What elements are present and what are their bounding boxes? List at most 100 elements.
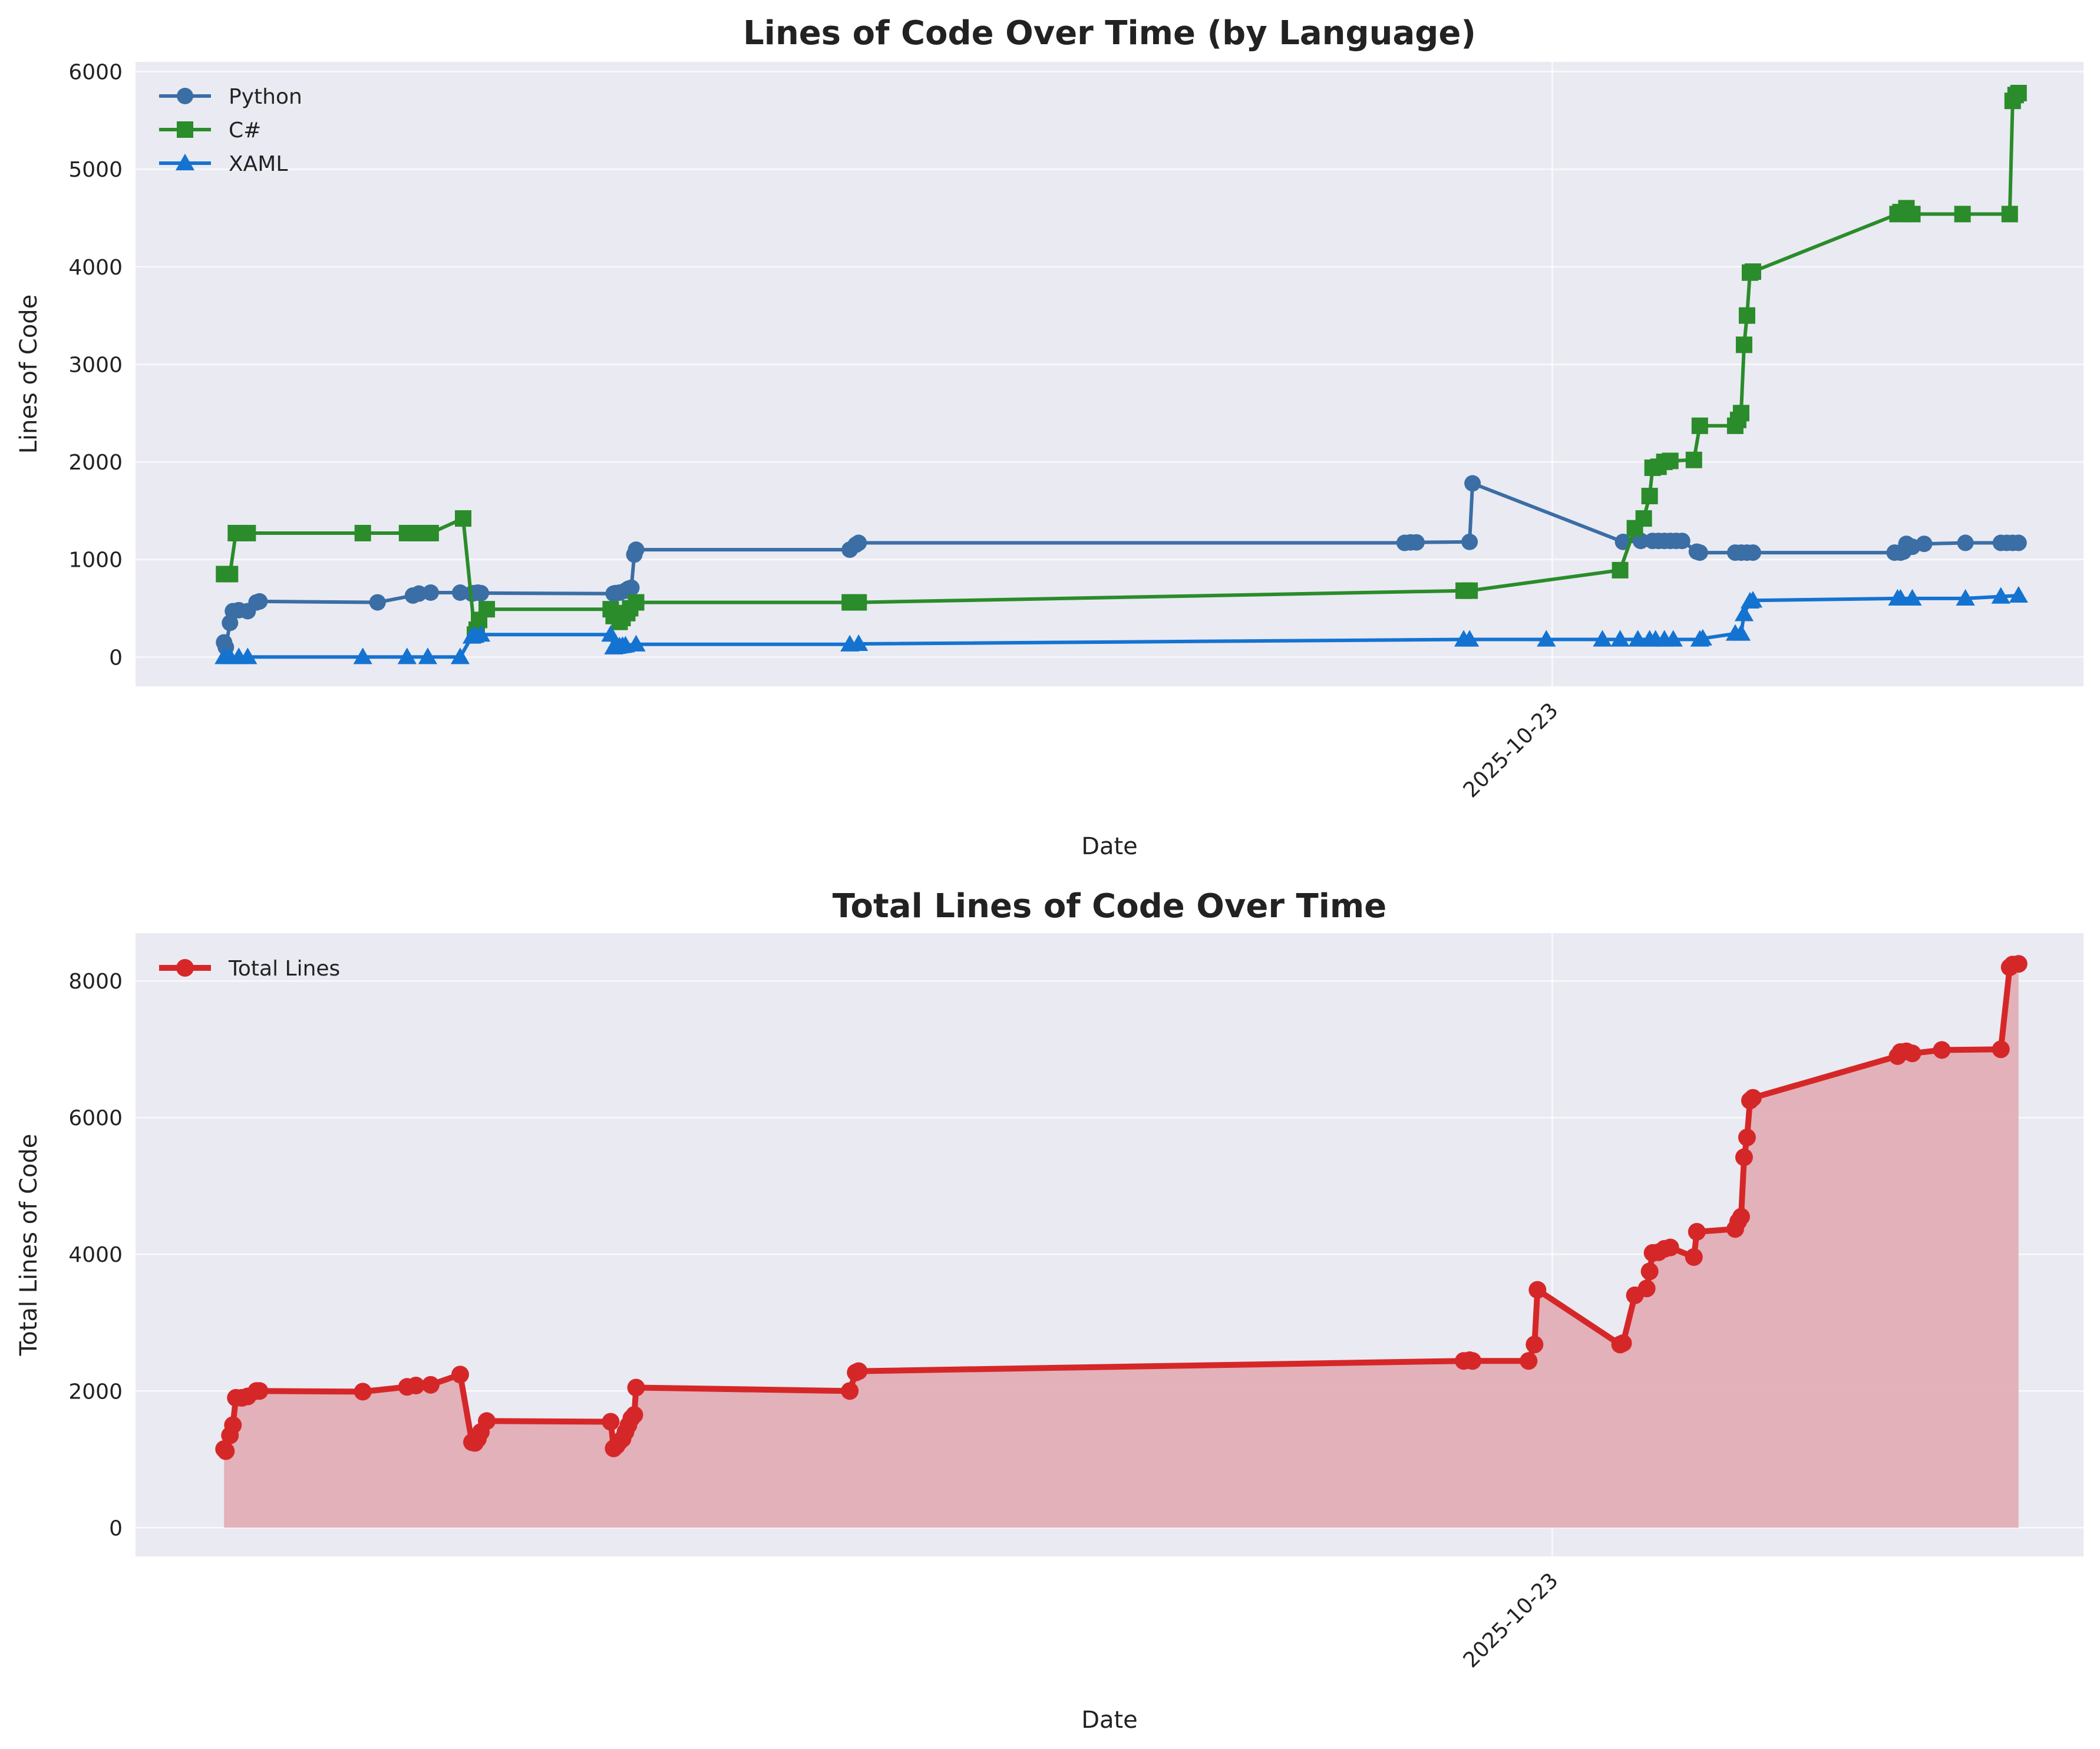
- language-series-c-point: [455, 510, 472, 527]
- language-legend-marker: [175, 153, 195, 171]
- language-series-xaml-point: [1537, 630, 1556, 647]
- total-y-tick-label: 6000: [68, 1106, 123, 1130]
- language-series-python-point: [410, 585, 427, 602]
- language-series-c-point: [422, 524, 439, 541]
- total-series-total-lines-point: [1685, 1248, 1703, 1266]
- language-series-xaml-point: [626, 634, 646, 652]
- total-series-total-lines-point: [1933, 1041, 1951, 1059]
- language-series-c-point: [1735, 336, 1752, 353]
- language-legend-label: XAML: [229, 152, 288, 176]
- total-series-total-lines-point: [627, 1378, 645, 1397]
- language-series-python-point: [1673, 533, 1690, 550]
- language-series-xaml-point: [1734, 604, 1754, 621]
- total-series-total-lines-point: [224, 1416, 242, 1434]
- total-legend-entry: Total Lines: [159, 957, 340, 981]
- total-series-total-lines-point: [602, 1413, 620, 1431]
- language-series-python-point: [1916, 535, 1933, 553]
- total-y-tick-label: 8000: [68, 970, 123, 994]
- language-series-python-point: [452, 584, 468, 601]
- total-chart-y-axis-label: Total Lines of Code: [15, 1134, 42, 1357]
- language-series-c-point: [1691, 417, 1708, 434]
- language-series-python-point: [1461, 533, 1478, 550]
- language-series-c-line: [222, 91, 2020, 637]
- language-y-tick-label: 2000: [68, 451, 123, 475]
- language-series-python-point: [623, 579, 640, 596]
- language-series-python-point: [628, 541, 645, 558]
- language-legend-label: C#: [229, 118, 261, 143]
- total-series-total-lines-area-fill: [224, 964, 2019, 1528]
- total-series-total-lines-point: [1735, 1148, 1753, 1166]
- language-legend-entry: XAML: [159, 152, 288, 176]
- total-series-total-lines-point: [841, 1382, 859, 1400]
- language-series-c-point: [1954, 206, 1971, 223]
- total-series-total-lines-point: [1903, 1044, 1921, 1063]
- language-series-xaml-point: [1663, 630, 1683, 647]
- language-chart-x-axis-label: Date: [1081, 833, 1138, 860]
- total-series-total-lines-point: [1661, 1238, 1679, 1257]
- language-series-c-point: [1635, 510, 1652, 527]
- total-series-total-lines-point: [421, 1376, 440, 1394]
- total-series-total-lines-point: [1637, 1279, 1656, 1298]
- language-series-c-point: [478, 601, 496, 618]
- language-series-c-point: [239, 524, 256, 541]
- language-series-python-point: [251, 593, 268, 610]
- total-series-total-lines-point: [451, 1366, 469, 1384]
- language-series-c-point: [628, 594, 645, 611]
- language-series-xaml-point: [1991, 587, 2010, 604]
- language-series-c-point: [1904, 206, 1921, 223]
- language-series-c-point: [1732, 405, 1749, 422]
- total-series-total-lines-point: [1732, 1208, 1750, 1226]
- total-series-total-lines-point: [250, 1382, 269, 1400]
- language-series-xaml-point: [1731, 624, 1751, 641]
- total-y-tick-label: 4000: [68, 1243, 123, 1267]
- total-series-total-lines-point: [1528, 1281, 1547, 1299]
- language-series-xaml-point: [2009, 586, 2028, 603]
- total-legend-label: Total Lines: [228, 957, 340, 981]
- language-series-python-point: [369, 594, 386, 611]
- total-chart-title: Total Lines of Code Over Time: [833, 887, 1386, 925]
- language-series-xaml-point: [418, 647, 437, 664]
- language-series-c-point: [2001, 206, 2018, 223]
- language-series-python-point: [422, 584, 439, 601]
- total-chart-legend: Total Lines: [159, 957, 340, 981]
- total-series-total-lines-point: [850, 1362, 868, 1380]
- language-series-xaml-point: [1460, 630, 1480, 647]
- language-series-c-point: [850, 594, 867, 611]
- total-chart-x-axis-label: Date: [1081, 1707, 1138, 1734]
- language-series-python-point: [2010, 534, 2027, 551]
- language-series-xaml-point: [1743, 591, 1763, 608]
- language-series-c-point: [1641, 488, 1658, 505]
- language-series-c-point: [2010, 85, 2027, 101]
- language-legend-marker: [177, 121, 193, 138]
- language-series-xaml-point: [471, 625, 491, 642]
- language-series-python-point: [473, 584, 490, 601]
- language-series-c-point: [1685, 451, 1702, 468]
- language-series-python-point: [850, 534, 867, 551]
- total-legend-marker: [176, 959, 194, 977]
- total-series-total-lines-point: [1640, 1262, 1659, 1281]
- total-series-total-lines-point: [407, 1376, 425, 1394]
- language-series-xaml-point: [1610, 630, 1630, 647]
- language-series-c-point: [222, 566, 239, 583]
- language-legend-label: Python: [229, 85, 302, 109]
- language-series-xaml-point: [1956, 588, 1975, 606]
- language-series-xaml-point: [353, 647, 372, 664]
- language-series-c-point: [398, 524, 415, 541]
- total-series-total-lines-point: [1688, 1222, 1706, 1241]
- total-y-tick-label: 2000: [68, 1380, 123, 1404]
- language-chart-legend: Python C# XAML: [159, 85, 302, 176]
- language-y-tick-label: 0: [109, 646, 123, 670]
- language-series-c-point: [1461, 582, 1478, 599]
- language-series-python-point: [1464, 475, 1481, 492]
- language-legend-entry: Python: [159, 85, 302, 109]
- language-series-python-point: [1408, 534, 1425, 551]
- language-series-xaml-point: [238, 647, 257, 664]
- language-legend-entry: C#: [159, 118, 261, 143]
- language-series-xaml-point: [1593, 630, 1612, 647]
- language-series-c-point: [1662, 452, 1679, 470]
- total-series-total-lines-point: [1744, 1089, 1762, 1107]
- language-series-c-point: [354, 524, 371, 541]
